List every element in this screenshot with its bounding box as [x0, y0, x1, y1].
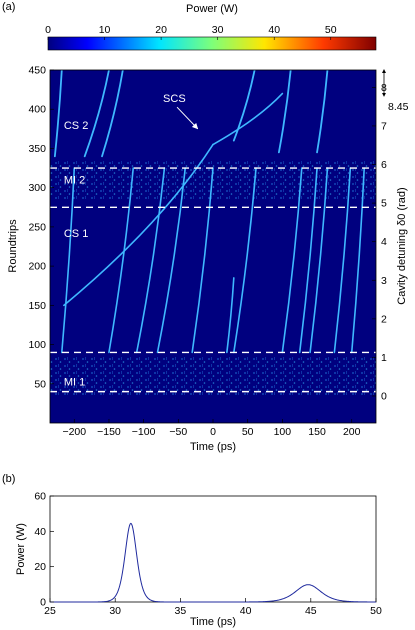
x-tick-label: 200: [343, 426, 361, 438]
y2label-text: Cavity detuning δ0 (rad): [396, 187, 408, 304]
panel-b-xlabel: Time (ps): [190, 616, 236, 628]
x-tick-label: 50: [370, 605, 382, 617]
region-label: SCS: [163, 93, 186, 105]
region-label: MI 1: [64, 376, 85, 388]
soliton-track: [63, 143, 214, 307]
panel-a-y-axis: 50 100 150 200 250 300 350 400 450: [28, 65, 54, 390]
dashed-boundaries: [50, 167, 376, 393]
soliton-track: [156, 167, 187, 354]
scs-arrow: [176, 106, 199, 130]
panel-b-x-axis: 25 30 35 40 45 50: [44, 598, 382, 617]
mi2-noise-band: [50, 160, 376, 200]
y2-tick-label: 6: [381, 159, 387, 171]
region-label: MI 2: [64, 175, 85, 187]
y-tick-label: 60: [34, 491, 46, 503]
panel-a-ylabel: Roundtrips: [7, 219, 19, 273]
region-label: CS 1: [64, 228, 88, 240]
y2-tick-label: 2: [381, 313, 387, 325]
x-tick-label: 30: [109, 605, 121, 617]
y2-tick-label: 3: [381, 275, 387, 287]
x-tick-label: 40: [240, 605, 252, 617]
y-tick-label: 100: [28, 339, 46, 351]
x-tick-label: 0: [210, 426, 216, 438]
soliton-track: [191, 167, 214, 354]
panel-b-y-axis: 0 20 40 60: [34, 491, 54, 609]
cs2-track: [232, 70, 256, 142]
y2-tick-label: 4: [381, 236, 387, 248]
colorbar-label: Power (W): [186, 3, 238, 15]
x-tick-label: 50: [242, 426, 254, 438]
soliton-track: [60, 167, 76, 354]
soliton-track: [226, 277, 235, 354]
colorbar-tick-label: 50: [325, 24, 337, 36]
y2-tick-label: 0: [381, 390, 387, 402]
x-tick-label: 100: [274, 426, 292, 438]
panel-b-frame: [49, 495, 377, 603]
soliton-track: [212, 92, 284, 146]
x-tick-label: 45: [305, 605, 317, 617]
soliton-track: [135, 167, 166, 354]
colorbar-tick-label: 0: [45, 24, 51, 36]
panel-a-y2label: Cavity detuning δ0 (rad): [396, 187, 408, 304]
y-tick-label: 250: [28, 221, 46, 233]
pulse-line: [50, 522, 377, 603]
soliton-track: [281, 167, 303, 354]
mi1-noise-band: [50, 356, 376, 396]
y-tick-label: 300: [28, 182, 46, 194]
colorbar-ticks: 0 10 20 30 40 50: [45, 24, 337, 40]
y-tick-label: 150: [28, 300, 46, 312]
x-tick-label: −200: [62, 426, 86, 438]
cs2-track: [316, 70, 329, 154]
panel-b-label: (b): [2, 473, 15, 485]
x-tick-label: 150: [308, 426, 326, 438]
soliton-track: [333, 167, 352, 354]
panel-b-ylabel: Power (W): [15, 523, 27, 575]
y-tick-label: 40: [34, 526, 46, 538]
x-tick-label: −100: [132, 426, 156, 438]
panel-a-x-axis: −200 −150 −100 −50 0 50 100 150 200: [62, 419, 361, 438]
y2-tick-label: 1: [381, 352, 387, 364]
y-tick-label: 20: [34, 561, 46, 573]
colorbar-tick-label: 40: [268, 24, 280, 36]
soliton-track: [298, 167, 318, 354]
y-tick-label: 0: [40, 597, 46, 609]
region-label: CS 2: [64, 120, 88, 132]
y-tick-label: 350: [28, 143, 46, 155]
panel-a-xlabel: Time (ps): [190, 441, 236, 453]
y-tick-label: 450: [28, 65, 46, 77]
soliton-track: [233, 167, 257, 354]
cs2-track: [277, 70, 292, 154]
x-tick-label: 25: [44, 605, 56, 617]
y-tick-label: 200: [28, 261, 46, 273]
x-tick-label: −50: [169, 426, 187, 438]
y2-tick-label: 5: [381, 198, 387, 210]
colorbar-tick-label: 10: [99, 24, 111, 36]
x-tick-label: −150: [97, 426, 121, 438]
panel-a-label: (a): [2, 1, 15, 13]
cs2-track: [53, 70, 63, 158]
y2-tick-label: 7: [381, 120, 387, 132]
soliton-tracks: [53, 70, 366, 354]
soliton-track: [350, 167, 366, 354]
colorbar-tick-label: 30: [212, 24, 224, 36]
x-tick-label: 35: [175, 605, 187, 617]
y-tick-label: 400: [28, 104, 46, 116]
cs2-track: [101, 70, 124, 158]
colorbar: [47, 36, 377, 51]
annotations: MI 1 CS 1 MI 2 CS 2 SCS: [64, 93, 186, 388]
y-tick-label: 50: [34, 378, 46, 390]
detuning-max-label: 8.45: [388, 101, 409, 113]
soliton-track: [108, 167, 135, 354]
soliton-track: [309, 167, 329, 354]
colorbar-tick-label: 20: [155, 24, 167, 36]
cs2-track: [83, 70, 110, 158]
